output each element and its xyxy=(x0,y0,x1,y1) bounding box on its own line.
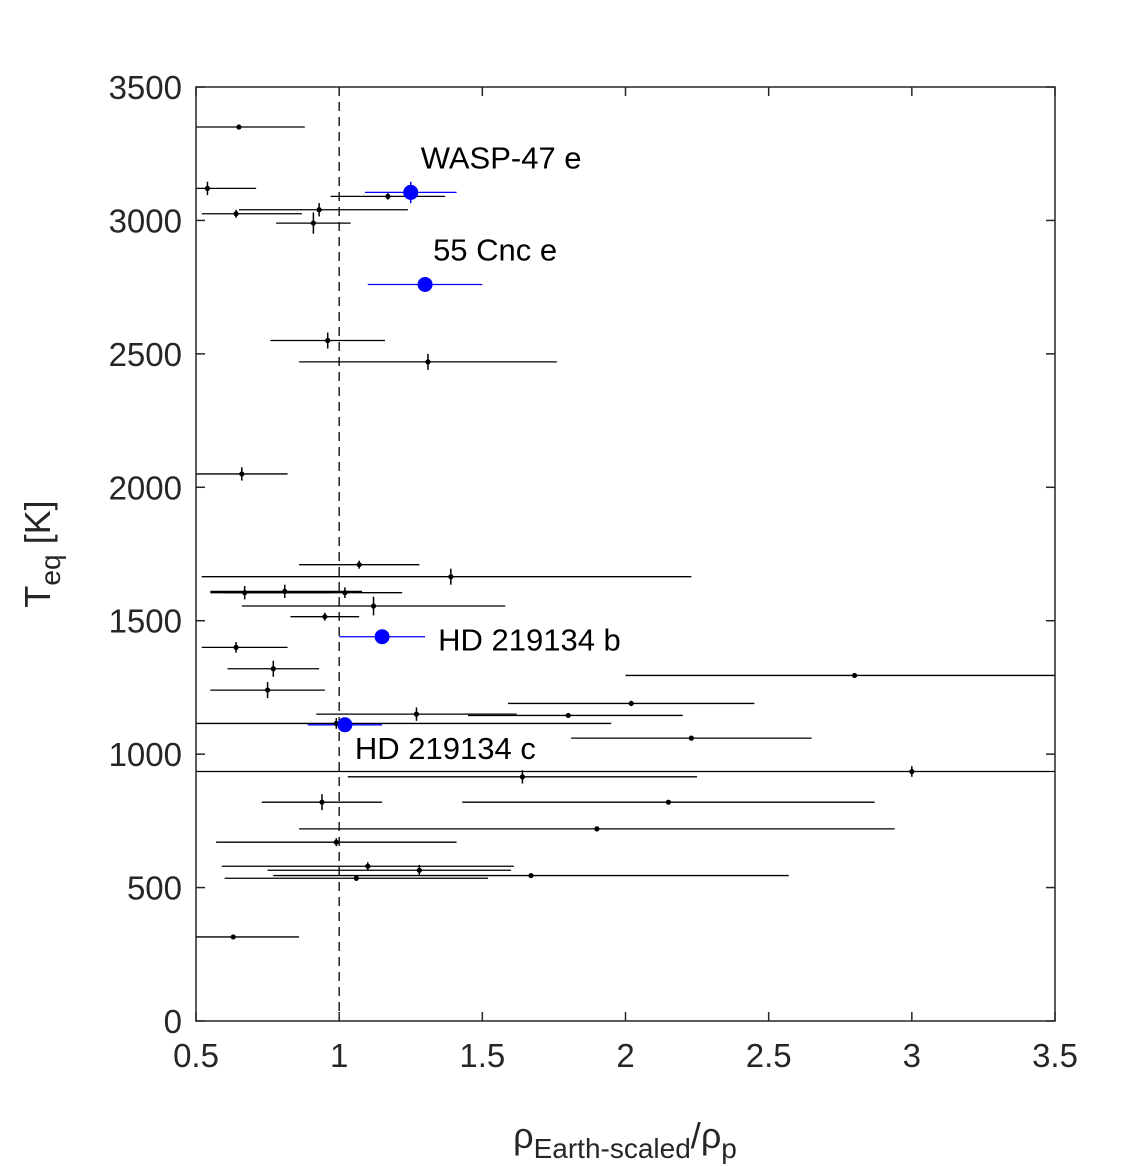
data-point xyxy=(665,799,672,805)
annotation-layer: WASP-47 e 55 Cnc e HD 219134 b HD 219134 c xyxy=(355,140,621,765)
data-point xyxy=(413,711,420,717)
data-point xyxy=(448,574,454,580)
data-point xyxy=(356,562,362,568)
data-point xyxy=(370,603,377,609)
data-point xyxy=(425,359,431,365)
data-point xyxy=(204,185,211,192)
data-point xyxy=(353,875,359,881)
x-axis-label-rho-1: ρ xyxy=(513,1115,533,1156)
highlight-point xyxy=(403,184,419,200)
point-layer xyxy=(204,124,915,940)
data-point xyxy=(233,644,239,651)
data-point xyxy=(565,712,571,719)
data-point xyxy=(325,337,331,344)
data-point xyxy=(519,774,526,780)
y-axis-label-unit: [K] xyxy=(17,500,58,554)
data-point xyxy=(322,614,328,620)
x-tick-label: 0.5 xyxy=(173,1037,219,1074)
data-point xyxy=(909,768,915,775)
x-axis-label-rho-2: ρ xyxy=(701,1115,721,1156)
data-point xyxy=(365,863,371,869)
data-point xyxy=(239,471,245,477)
y-axis-label-sub: eq xyxy=(35,554,66,585)
y-axis-ticks: 0 500 1000 1500 2000 2500 3000 3500 xyxy=(109,69,1055,1040)
y-axis-label: Teq [K] xyxy=(17,500,66,607)
point-annotation: 55 Cnc e xyxy=(433,232,557,267)
data-point xyxy=(310,220,316,226)
y-tick-label: 3000 xyxy=(109,202,182,239)
y-tick-label: 2500 xyxy=(109,336,182,373)
y-tick-label: 2000 xyxy=(109,469,182,506)
data-point xyxy=(230,934,236,940)
x-tick-label: 1 xyxy=(330,1037,348,1074)
x-tick-label: 1.5 xyxy=(459,1037,505,1074)
y-tick-label: 500 xyxy=(127,870,182,907)
highlight-point xyxy=(417,276,433,292)
x-tick-label: 2 xyxy=(616,1037,634,1074)
data-point xyxy=(319,799,325,805)
y-axis-label-base: T xyxy=(17,586,58,608)
x-tick-label: 3 xyxy=(903,1037,921,1074)
x-axis-label: ρEarth-scaled/ρp xyxy=(513,1115,737,1164)
data-point xyxy=(528,872,534,879)
y-tick-label: 1000 xyxy=(109,736,182,773)
x-tick-label: 3.5 xyxy=(1032,1037,1078,1074)
plot-area xyxy=(196,87,1055,1021)
point-annotation: HD 219134 c xyxy=(355,731,536,766)
data-point xyxy=(242,590,248,596)
x-axis-ticks: 0.5 1 1.5 2 2.5 3 3.5 xyxy=(173,87,1078,1074)
data-point xyxy=(851,672,858,679)
point-annotation: HD 219134 b xyxy=(438,623,621,658)
data-point xyxy=(688,735,694,741)
y-tick-label: 1500 xyxy=(109,603,182,640)
x-axis-label-sub-1: Earth-scaled xyxy=(534,1133,691,1164)
data-point xyxy=(385,193,391,200)
data-point xyxy=(628,700,634,707)
data-point xyxy=(270,666,276,672)
x-axis-label-sub-2: p xyxy=(721,1133,737,1164)
data-point xyxy=(233,211,239,217)
data-point xyxy=(236,124,242,130)
x-axis-label-slash: / xyxy=(691,1115,701,1156)
highlight-point xyxy=(337,717,353,733)
point-annotation: WASP-47 e xyxy=(421,140,582,175)
data-point xyxy=(333,839,339,845)
y-tick-label: 3500 xyxy=(109,69,182,106)
data-point xyxy=(282,588,288,594)
highlight-point xyxy=(374,629,390,645)
data-point xyxy=(316,207,322,213)
x-tick-label: 2.5 xyxy=(746,1037,792,1074)
data-point xyxy=(342,590,348,596)
data-point xyxy=(594,826,600,832)
data-point xyxy=(264,687,271,693)
y-tick-label: 0 xyxy=(164,1003,182,1040)
data-point xyxy=(416,867,422,873)
